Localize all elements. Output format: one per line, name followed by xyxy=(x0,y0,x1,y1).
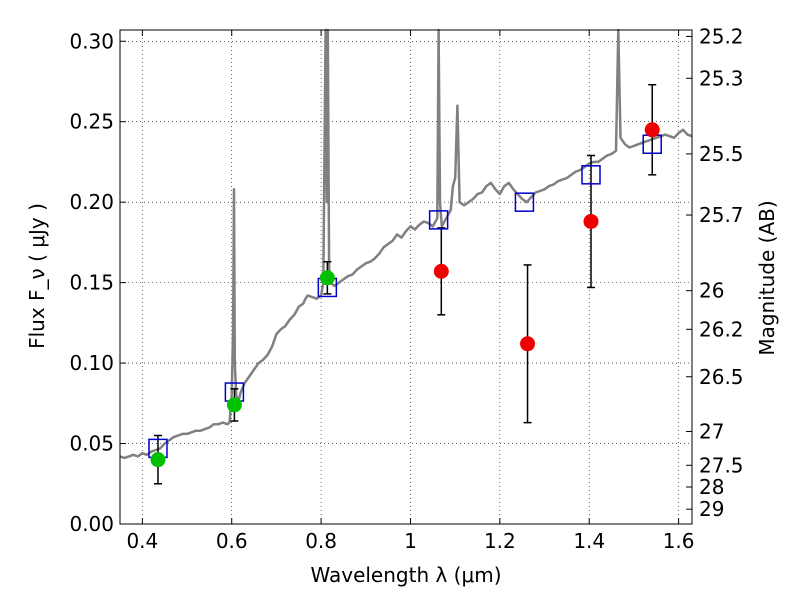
x-axis-label: Wavelength λ (μm) xyxy=(310,563,501,587)
model-square-point xyxy=(428,210,449,230)
x-tick-label: 0.8 xyxy=(305,529,337,553)
right-tick-label: 26 xyxy=(699,279,724,303)
y-tick-label: 0.15 xyxy=(69,271,114,295)
grid xyxy=(120,30,692,525)
observed-photometry-series xyxy=(150,122,660,468)
green-data-point xyxy=(319,270,335,286)
right-tick-label: 25.5 xyxy=(699,142,744,166)
right-tick-label: 26.5 xyxy=(699,365,744,389)
right-tick-label: 29 xyxy=(699,497,724,521)
spectrum-line xyxy=(119,28,693,460)
x-tick-label: 1.6 xyxy=(663,529,695,553)
right-tick-label: 27 xyxy=(699,419,724,443)
y-tick-label: 0.25 xyxy=(69,110,114,134)
red-data-point xyxy=(520,336,536,352)
y-axis-right-label: Magnitude (AB) xyxy=(755,200,779,355)
y-tick-label: 0.00 xyxy=(69,512,114,536)
red-data-point xyxy=(583,213,599,229)
y-tick-label: 0.10 xyxy=(69,351,114,375)
red-data-point xyxy=(644,122,660,138)
right-tick-label: 26.2 xyxy=(699,317,744,341)
x-tick-label: 0.6 xyxy=(216,529,248,553)
green-data-point xyxy=(226,397,242,413)
x-tick-label: 1.4 xyxy=(573,529,605,553)
red-data-point xyxy=(433,263,449,279)
right-tick-label: 25.7 xyxy=(699,203,744,227)
y-tick-label: 0.20 xyxy=(69,190,114,214)
model-photometry-series xyxy=(148,134,662,459)
right-tick-label: 25.2 xyxy=(699,24,744,48)
right-tick-label: 27.5 xyxy=(699,453,744,477)
green-data-point xyxy=(150,452,166,468)
y-tick-label: 0.30 xyxy=(69,29,114,53)
y-tick-label: 0.05 xyxy=(69,432,114,456)
model-square-point xyxy=(514,192,535,212)
x-tick-label: 0.4 xyxy=(126,529,158,553)
right-tick-label: 28 xyxy=(699,475,724,499)
tick-labels: 0.4 0.6 0.8 1 1.2 1.4 1.6 0.00 0.05 0.10 0.15 0.20 0… xyxy=(69,24,743,553)
right-tick-label: 25.3 xyxy=(699,66,744,90)
y-axis-label: Flux F_ν ( μJy ) xyxy=(25,203,49,349)
x-tick-label: 1 xyxy=(404,529,417,553)
plot-frame xyxy=(119,29,693,525)
model-square-point xyxy=(581,165,601,185)
spectrum-series xyxy=(119,28,693,460)
axis-ticks xyxy=(120,30,692,525)
x-tick-label: 1.2 xyxy=(484,529,516,553)
